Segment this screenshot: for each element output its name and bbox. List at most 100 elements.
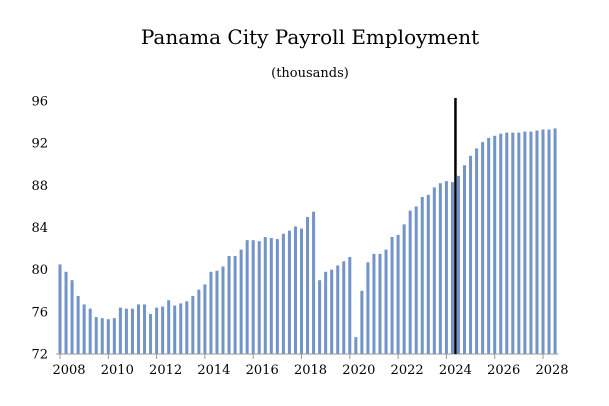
bar-2018-q2 [306, 216, 310, 354]
bar-2013-q1 [179, 303, 183, 354]
bar-2023-q2 [426, 194, 430, 354]
bar-2011-q3 [143, 304, 147, 354]
bar-2015-q3 [239, 249, 243, 354]
bar-2010-q2 [112, 318, 116, 354]
bar-2015-q4 [245, 240, 249, 354]
bar-2018-q1 [299, 228, 304, 354]
x-tick-label: 2020 [342, 363, 375, 378]
bar-2027-q2 [523, 131, 527, 354]
bar-2009-q2 [88, 308, 92, 354]
y-tick-label: 84 [31, 221, 48, 236]
bar-2017-q2 [281, 233, 285, 354]
bar-2027-q1 [517, 132, 521, 355]
y-tick-label: 88 [31, 179, 48, 194]
bar-2024-q4 [463, 165, 467, 354]
bar-2021-q4 [390, 236, 394, 354]
bar-2018-q4 [318, 280, 322, 354]
bar-2025-q4 [487, 137, 491, 354]
bar-2022-q4 [414, 206, 418, 354]
bar-2016-q1 [251, 240, 255, 354]
bar-2022-q2 [402, 224, 406, 354]
bar-2019-q3 [336, 265, 340, 354]
chart-subtitle: (thousands) [271, 66, 349, 81]
y-axis: 72 76 80 84 88 92 96 [31, 95, 48, 363]
bar-2012-q2 [161, 306, 165, 354]
x-tick-label: 2026 [487, 363, 520, 378]
bar-2025-q2 [475, 148, 479, 354]
bar-2013-q2 [185, 301, 189, 354]
bar-2026-q1 [493, 135, 497, 354]
bar-2008-q3 [70, 280, 74, 354]
bar-2015-q1 [227, 255, 231, 354]
bar-2020-q3 [360, 290, 364, 354]
bar-2019-q2 [330, 269, 334, 354]
bar-2027-q4 [535, 130, 539, 354]
bar-2021-q1 [372, 253, 376, 354]
bar-2016-q4 [269, 238, 273, 354]
bar-2023-q4 [438, 183, 442, 354]
bar-2008-q1 [58, 264, 62, 354]
bar-2012-q1 [155, 307, 159, 354]
bar-2013-q4 [197, 289, 201, 354]
x-tick-label: 2018 [294, 363, 327, 378]
x-tick-label: 2016 [246, 363, 279, 378]
bar-2011-q2 [136, 304, 140, 354]
bar-2009-q3 [94, 317, 98, 354]
bar-2010-q1 [106, 319, 110, 354]
bar-2014-q2 [209, 271, 213, 354]
x-tick-label: 2024 [439, 363, 472, 378]
bar-2026-q3 [505, 132, 509, 355]
bar-2008-q2 [64, 271, 68, 354]
bar-2011-q1 [130, 308, 134, 354]
bar-2012-q4 [173, 305, 177, 354]
y-tick-label: 96 [31, 95, 48, 110]
x-tick-label: 2012 [149, 363, 182, 378]
bar-2017-q1 [275, 239, 279, 354]
bar-2009-q4 [100, 318, 104, 354]
bar-2025-q1 [469, 155, 473, 354]
bar-2020-q2 [354, 337, 358, 354]
bar-2021-q3 [384, 249, 388, 354]
bar-2026-q2 [499, 133, 503, 354]
bar-2019-q4 [342, 261, 346, 354]
bar-2022-q1 [396, 234, 400, 354]
bar-2015-q2 [233, 255, 237, 354]
y-tick-label: 72 [31, 348, 48, 363]
bar-2020-q4 [366, 262, 370, 354]
bar-2023-q3 [432, 187, 436, 354]
bar-2019-q1 [324, 271, 328, 354]
bar-2017-q4 [293, 226, 297, 354]
chart-title: Panama City Payroll Employment [141, 25, 479, 49]
bar-series [58, 128, 557, 355]
x-axis: 2008 2010 2012 2014 2016 2018 2020 2022 2024 2026… [52, 354, 569, 378]
bar-2021-q2 [378, 253, 382, 354]
x-tick-label: 2022 [391, 363, 424, 378]
bar-2017-q3 [287, 230, 291, 354]
bar-2013-q3 [191, 296, 195, 354]
bar-2011-q4 [149, 313, 153, 354]
bar-2014-q1 [203, 284, 207, 354]
bar-2026-q4 [511, 132, 515, 355]
bar-2024-q3 [456, 175, 460, 354]
bar-2014-q4 [221, 266, 225, 354]
x-tick-label: 2014 [197, 363, 230, 378]
bar-2025-q3 [481, 142, 485, 354]
x-tick-label: 2028 [535, 363, 568, 378]
bar-2027-q3 [529, 131, 533, 354]
bar-2014-q3 [215, 270, 219, 354]
y-tick-label: 80 [31, 263, 48, 278]
bar-2022-q3 [408, 210, 412, 354]
bar-2018-q3 [312, 211, 316, 354]
bar-2028-q2 [547, 129, 551, 354]
x-tick-label: 2010 [101, 363, 134, 378]
bar-2028-q1 [541, 129, 545, 354]
bar-2008-q4 [76, 296, 80, 354]
bar-2012-q3 [167, 300, 171, 354]
bar-2024-q2 [450, 182, 454, 354]
bar-2024-q1 [444, 181, 448, 354]
y-tick-label: 76 [31, 305, 48, 320]
bar-2016-q3 [263, 236, 267, 354]
bar-2020-q1 [348, 257, 352, 354]
bar-2009-q1 [82, 304, 86, 354]
